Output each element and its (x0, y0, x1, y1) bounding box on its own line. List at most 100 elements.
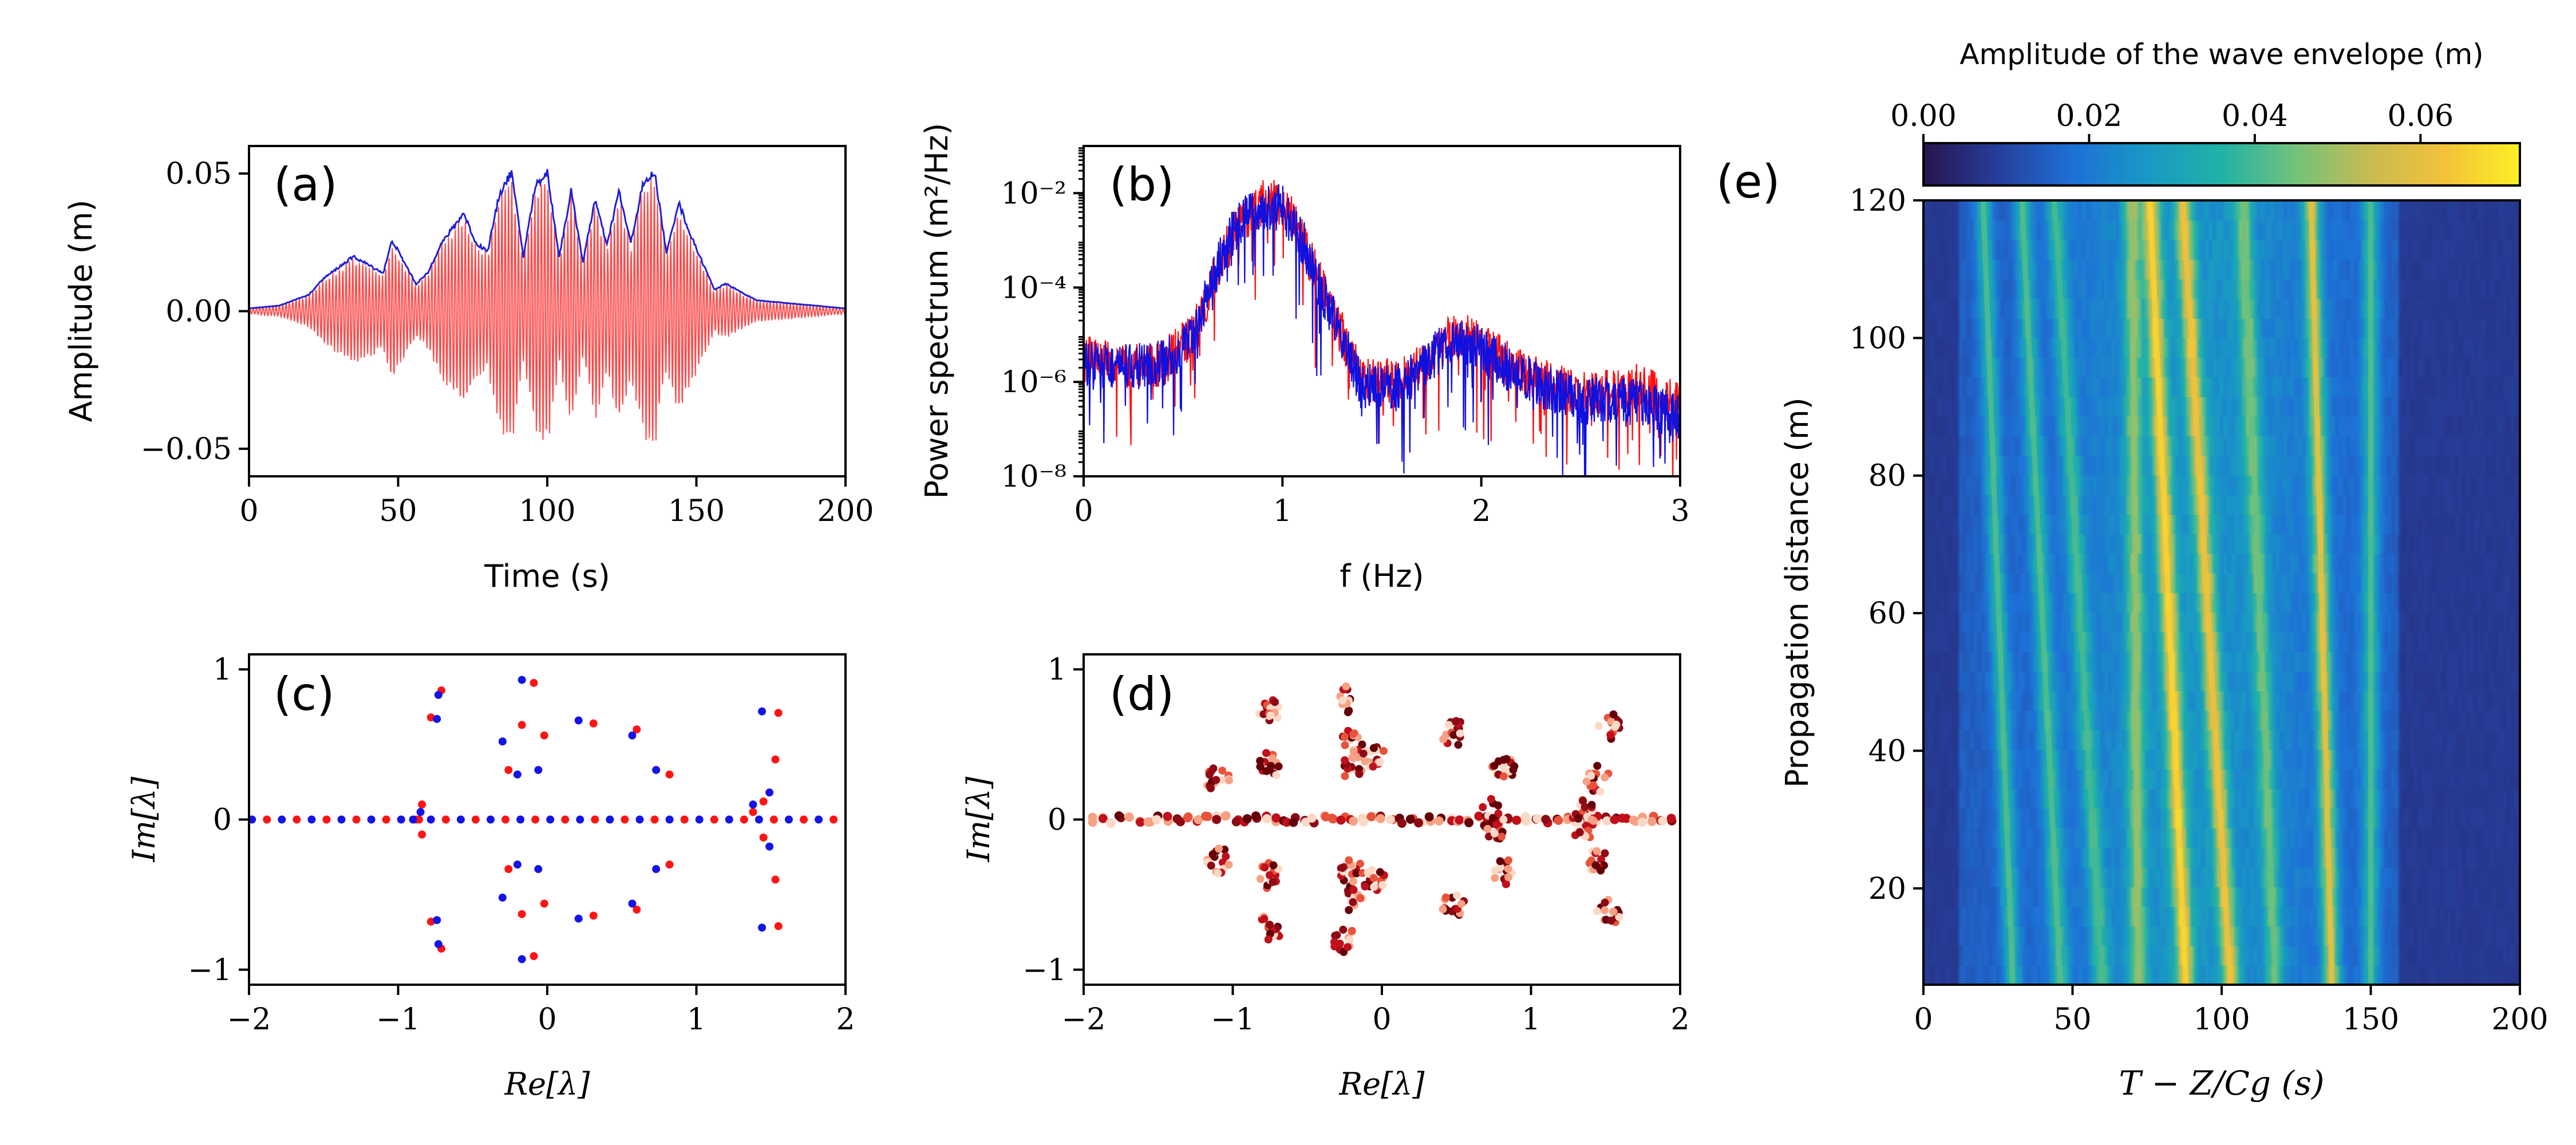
eigenvalue-cluster-point (1589, 781, 1598, 789)
y-tick-label: 10⁻⁶ (1001, 365, 1066, 400)
eigenvalue-blue (434, 940, 442, 949)
heatmap-row (1923, 729, 2520, 751)
panel-e: 0 50 100 150 200 20 40 60 80 100 120 (e) T − Z/Cg … (1716, 38, 2549, 1103)
x-tick-label: −1 (1211, 1002, 1255, 1037)
eigenvalue-cluster-point (1207, 784, 1215, 792)
eigenvalue-cluster-point (1260, 915, 1269, 923)
eigenvalue-cluster-point (1439, 735, 1448, 744)
real-axis-eigenvalue (1183, 812, 1193, 822)
eigenvalue-cluster-point (1444, 721, 1453, 729)
real-axis-eigenvalue (1554, 815, 1563, 825)
eigenvalue-cluster-point (1338, 864, 1347, 872)
eigenvalue-cluster-point (1593, 907, 1601, 915)
eigenvalue-blue (628, 899, 637, 908)
eigenvalue-cluster-point (1494, 801, 1503, 810)
real-axis-eigenvalue (829, 815, 838, 824)
eigenvalue-cluster-point (1594, 721, 1603, 730)
real-axis-eigenvalue (695, 815, 704, 824)
eigenvalue-red (540, 899, 548, 908)
real-axis-eigenvalue (1629, 815, 1638, 825)
heatmap-row (1923, 337, 2520, 358)
panel-d-xlabel: Re[λ] (1339, 1066, 1425, 1102)
eigenvalue-cluster-point (1587, 800, 1596, 809)
x-tick-label: 2 (1670, 1002, 1689, 1037)
y-tick-label: 100 (1850, 321, 1906, 356)
x-tick-label: 150 (2342, 1002, 2399, 1037)
real-axis-eigenvalue (1385, 815, 1395, 824)
eigenvalue-cluster-point (1502, 755, 1511, 763)
panel-e-xlabel: T − Z/Cg (s) (2119, 1064, 2325, 1103)
y-tick-label: 60 (1868, 597, 1906, 631)
x-tick-label: 1 (1522, 1002, 1540, 1037)
real-axis-eigenvalue (725, 815, 733, 824)
real-axis-eigenvalue (1610, 815, 1619, 824)
eigenvalue-cluster-point (1370, 883, 1378, 891)
real-axis-eigenvalue (516, 815, 525, 824)
real-axis-eigenvalue (367, 815, 376, 824)
eigenvalue-cluster-point (1504, 856, 1512, 864)
eigenvalue-cluster-point (1609, 907, 1617, 916)
y-tick-label: −0.05 (141, 432, 232, 467)
eigenvalue-cluster-point (1607, 916, 1615, 925)
heatmap-row (1923, 945, 2520, 966)
eigenvalue-red (749, 808, 757, 816)
eigenvalue-cluster-point (1341, 772, 1349, 780)
eigenvalue-red (633, 725, 641, 734)
real-axis-eigenvalue (1658, 816, 1668, 826)
panel-b-xlabel: f (Hz) (1340, 558, 1424, 594)
eigenvalue-cluster-point (1207, 861, 1215, 870)
eigenvalue-cluster-point (1499, 815, 1508, 824)
eigenvalue-cluster-point (1271, 698, 1279, 706)
eigenvalue-red (540, 731, 548, 740)
panel-d-ylabel: Im[λ] (961, 776, 997, 863)
eigenvalue-cluster-point (1609, 710, 1618, 718)
real-axis-eigenvalue (1474, 811, 1484, 821)
heatmap-row (1923, 769, 2520, 789)
eigenvalue-red (774, 709, 783, 717)
real-axis-eigenvalue (800, 815, 808, 824)
real-axis-eigenvalue (1349, 816, 1358, 826)
heatmap-row (1923, 631, 2520, 652)
eigenvalue-blue (652, 865, 661, 874)
panel-c-ticks: −2 −1 0 1 2 −1 0 1 (188, 653, 855, 1037)
eigenvalue-red (589, 911, 598, 920)
real-axis-eigenvalue (1152, 815, 1161, 824)
real-axis-eigenvalue (1424, 812, 1434, 822)
eigenvalue-cluster-point (1342, 682, 1350, 690)
eigenvalue-cluster-point (1269, 861, 1278, 870)
eigenvalue-cluster-point (1593, 847, 1601, 855)
real-axis-eigenvalue (1637, 818, 1647, 827)
eigenvalue-cluster-point (1215, 844, 1223, 853)
x-tick-label: 3 (1670, 494, 1689, 528)
real-axis-eigenvalue (621, 815, 629, 824)
real-axis-eigenvalue (576, 815, 584, 824)
eigenvalue-cluster-point (1256, 763, 1265, 771)
eigenvalue-cluster-point (1265, 765, 1274, 774)
panel-c: −2 −1 0 1 2 −1 0 1 (c) Re[λ] Im[λ] (126, 653, 855, 1102)
real-axis-eigenvalue (1262, 814, 1272, 824)
y-tick-label: 0.00 (165, 295, 232, 329)
real-axis-eigenvalue (1327, 814, 1337, 823)
eigenvalue-cluster-point (1218, 858, 1227, 867)
heatmap-row (1923, 318, 2520, 338)
eigenvalue-cluster-point (1352, 869, 1361, 878)
heatmap-row (1923, 436, 2520, 456)
real-axis-eigenvalue (382, 815, 390, 824)
real-axis-eigenvalue (337, 815, 346, 824)
real-axis-eigenvalue (1114, 811, 1124, 821)
eigenvalue-cluster-point (1487, 795, 1495, 803)
eigenvalue-cluster-point (1344, 706, 1353, 715)
eigenvalue-cluster-point (1345, 856, 1353, 864)
eigenvalue-cluster-point (1597, 855, 1606, 863)
eigenvalue-cluster-point (1214, 869, 1222, 878)
panel-e-label: (e) (1716, 155, 1780, 208)
eigenvalue-cluster-point (1272, 771, 1281, 779)
eigenvalue-cluster-point (1496, 857, 1504, 866)
eigenvalue-red (589, 719, 598, 728)
x-tick-label: 200 (2491, 1002, 2548, 1037)
colorbar (1922, 142, 2521, 187)
eigenvalue-cluster-point (1457, 899, 1465, 908)
eigenvalue-cluster-point (1355, 769, 1364, 778)
real-axis-eigenvalue (1414, 818, 1424, 828)
panel-c-label: (c) (274, 668, 334, 721)
